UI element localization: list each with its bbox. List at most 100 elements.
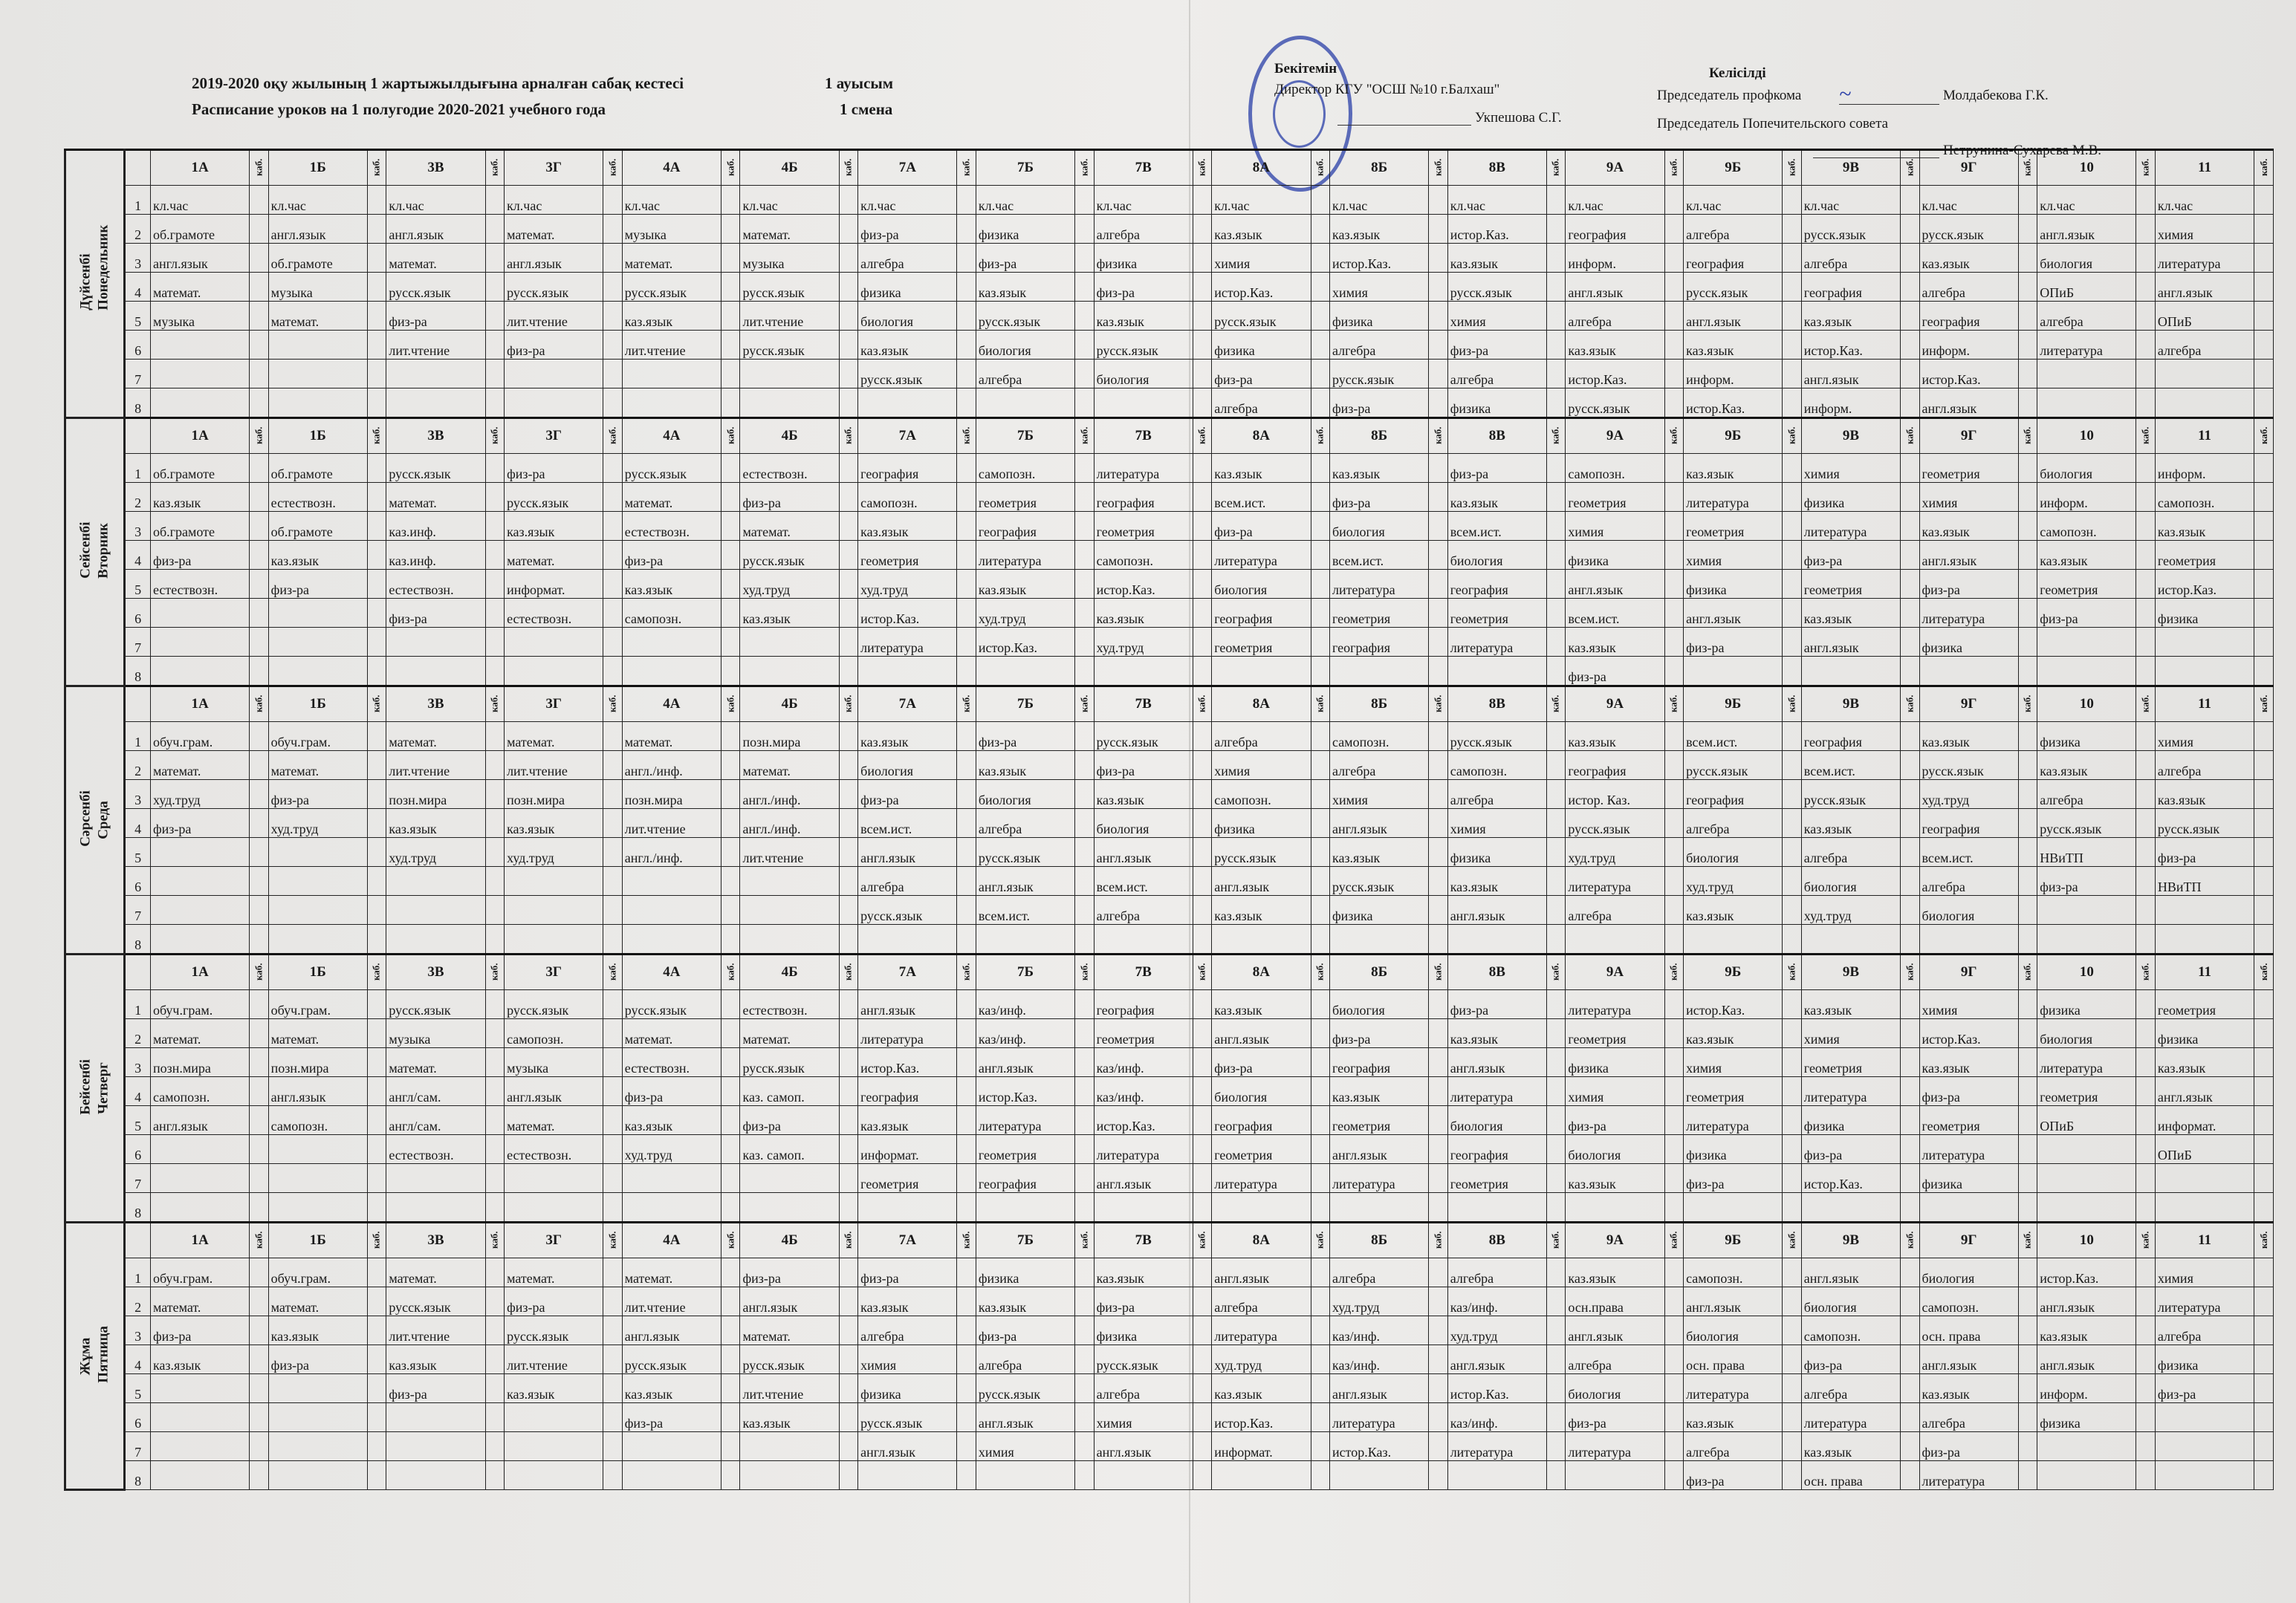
subject-cell: физика — [1800, 1105, 1901, 1135]
room-header: каб. — [1074, 686, 1095, 722]
room-cell — [1074, 1373, 1095, 1403]
room-cell — [1428, 330, 1448, 360]
subject-cell — [739, 656, 840, 686]
room-cell — [2136, 1373, 2156, 1403]
room-cell — [838, 866, 859, 896]
room-cell — [484, 1134, 505, 1164]
subject-cell: литература — [975, 1105, 1076, 1135]
room-cell — [1546, 1047, 1566, 1077]
room-cell — [838, 214, 859, 244]
subject-cell: физ-ра — [975, 1316, 1076, 1345]
subject-cell: худ.труд — [1447, 1316, 1547, 1345]
subject-cell: алгебра — [857, 243, 958, 273]
room-cell — [1192, 1192, 1213, 1223]
day-name-ru: Среда — [95, 801, 111, 839]
room-cell — [2136, 750, 2156, 780]
subject-cell: русск.язык — [1447, 272, 1547, 302]
subject-cell: англ.язык — [1329, 1134, 1430, 1164]
subject-cell: об.грамоте — [149, 453, 250, 483]
day-label: Дүйсенбі Понедельник — [63, 149, 126, 419]
lesson-number: 1 — [124, 989, 151, 1019]
room-cell — [1546, 866, 1566, 896]
subject-cell — [2037, 388, 2137, 418]
subject-cell — [1329, 1460, 1430, 1490]
room-cell — [2254, 1460, 2274, 1490]
subject-cell — [386, 1192, 486, 1223]
lesson-row: 2 каз.язык естествозн. математ. русск.язык ма… — [65, 482, 2274, 512]
subject-cell: русск.язык — [1447, 721, 1547, 751]
lesson-number-header — [124, 149, 151, 186]
room-cell — [1310, 540, 1330, 570]
class-header: 8Б — [1329, 1221, 1430, 1258]
subject-cell: англ.язык — [504, 243, 604, 273]
subject-cell: русск.язык — [504, 482, 604, 512]
room-cell — [721, 750, 741, 780]
subject-cell: истор.Каз. — [1329, 243, 1430, 273]
lesson-row: 5 физ-ра каз.язык каз.язык лит.чтение физика р… — [65, 1373, 2274, 1403]
subject-cell: каз.язык — [149, 1344, 250, 1374]
room-cell — [1428, 482, 1448, 512]
subject-cell: биология — [1683, 837, 1783, 867]
room-cell — [1900, 185, 1920, 215]
subject-cell: физ-ра — [1800, 540, 1901, 570]
subject-cell: кл.час — [386, 185, 486, 215]
lesson-row: 4 физ-ра каз.язык каз.инф. математ. физ-ра рус… — [65, 540, 2274, 570]
subject-cell: истор.Каз. — [1093, 1105, 1193, 1135]
subject-cell: всем.ист. — [1800, 750, 1901, 780]
room-cell — [1782, 359, 1802, 388]
room-cell — [1900, 598, 1920, 628]
room-cell — [838, 1163, 859, 1193]
class-header: 7А — [857, 149, 958, 186]
subject-cell — [267, 1373, 368, 1403]
room-cell — [2017, 1192, 2038, 1223]
subject-cell: англ.язык — [1329, 808, 1430, 838]
subject-cell: каз.язык — [2037, 540, 2137, 570]
room-cell — [2017, 214, 2038, 244]
subject-cell — [2154, 359, 2255, 388]
subject-cell: англ.язык — [1211, 866, 1311, 896]
room-cell — [1192, 1431, 1213, 1461]
room-cell — [366, 482, 387, 512]
class-header: 3В — [386, 1221, 486, 1258]
subject-cell — [1683, 656, 1783, 686]
room-cell — [2254, 1316, 2274, 1345]
subject-cell: кл.час — [1919, 185, 2019, 215]
subject-cell — [149, 837, 250, 867]
room-cell — [721, 272, 741, 302]
room-cell — [1664, 301, 1684, 331]
room-cell — [1310, 359, 1330, 388]
room-cell — [1192, 1316, 1213, 1345]
subject-cell: биология — [1919, 895, 2019, 925]
room-cell — [1782, 1460, 1802, 1490]
subject-cell: физика — [1447, 837, 1547, 867]
timetable: Дүйсенбі Понедельник 1А каб. 1Б каб. 3В каб. 3Г к… — [63, 149, 2274, 1491]
class-header: 7А — [857, 685, 958, 722]
subject-cell: каз.язык — [1919, 1373, 2019, 1403]
room-header: каб. — [367, 686, 386, 722]
room-cell — [1664, 540, 1684, 570]
room-cell — [1310, 779, 1330, 809]
room-cell — [1074, 453, 1095, 483]
class-header: 9В — [1800, 149, 1901, 186]
subject-cell — [1565, 924, 1665, 955]
subject-cell: каз.язык — [1565, 627, 1665, 657]
subject-cell — [267, 1431, 368, 1461]
subject-cell — [739, 1163, 840, 1193]
room-cell — [1428, 185, 1448, 215]
lesson-row: 6 физ-ра каз.язык русск.язык англ.язык химия и… — [65, 1402, 2274, 1432]
room-cell — [1900, 359, 1920, 388]
room-cell — [721, 837, 741, 867]
subject-cell: русск.язык — [504, 989, 604, 1019]
subject-cell: литература — [1919, 1460, 2019, 1490]
room-cell — [2254, 1192, 2274, 1223]
subject-cell: истор.Каз. — [2037, 1258, 2137, 1287]
subject-cell: физика — [857, 272, 958, 302]
subject-cell: алгебра — [1800, 837, 1901, 867]
subject-cell: физ-ра — [857, 779, 958, 809]
subject-cell — [149, 656, 250, 686]
room-cell — [484, 388, 505, 418]
room-header: каб. — [1546, 954, 1566, 990]
room-cell — [603, 895, 623, 925]
room-cell — [1546, 627, 1566, 657]
subject-cell: каз.язык — [1211, 895, 1311, 925]
